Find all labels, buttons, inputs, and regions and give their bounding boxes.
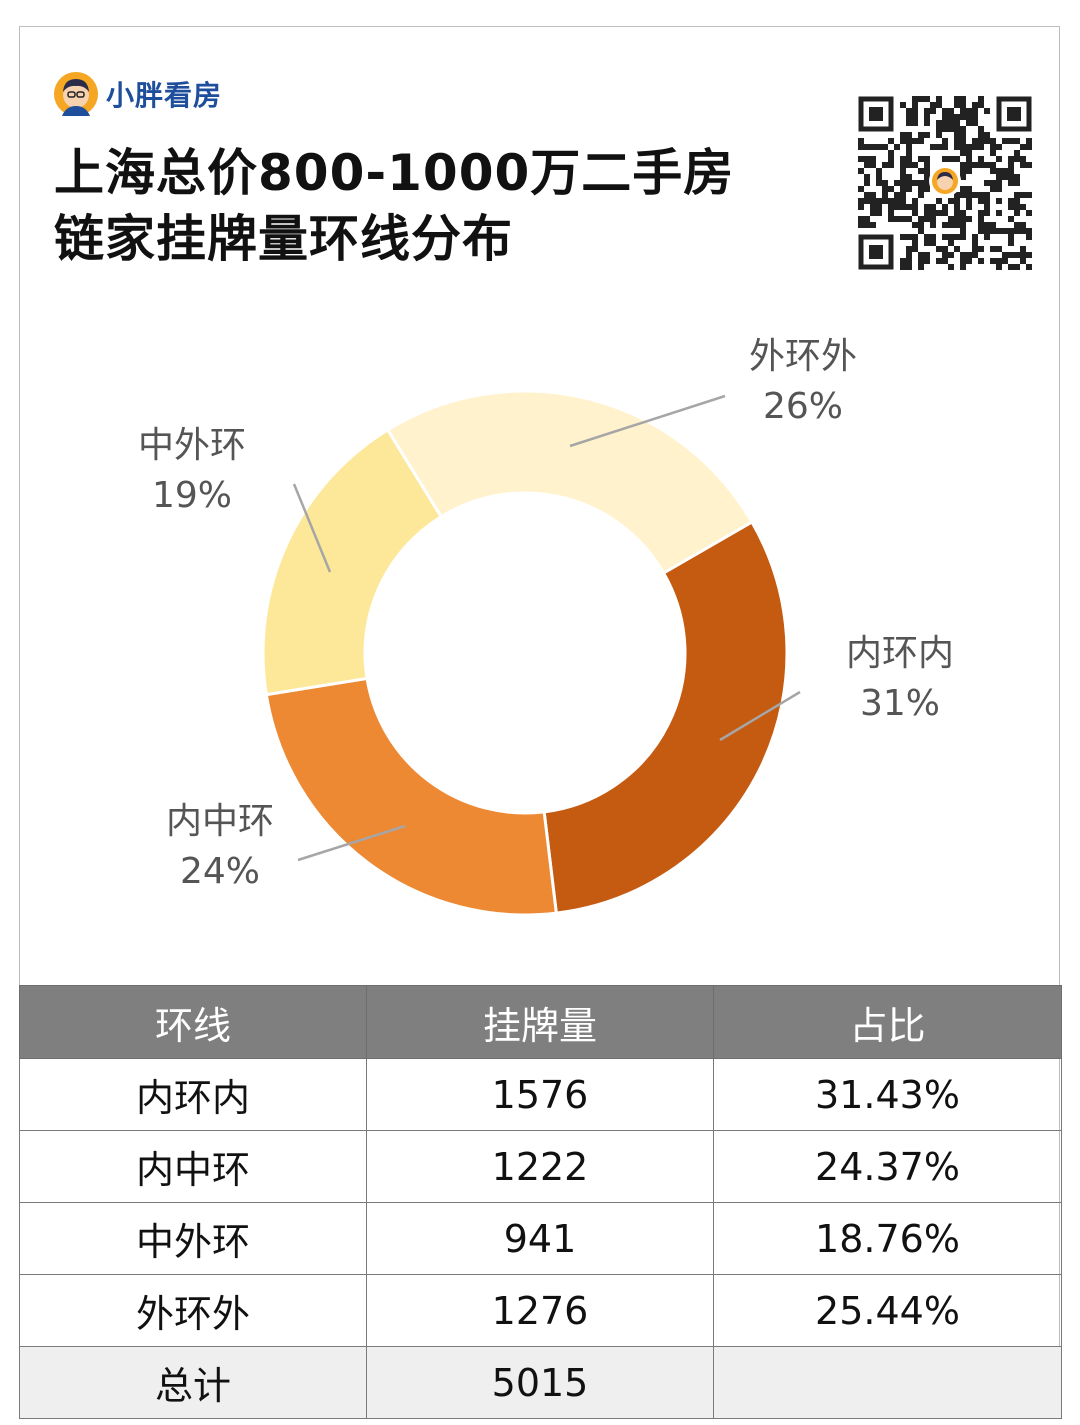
brand-name: 小胖看房 (106, 79, 223, 112)
leader-line (292, 483, 332, 573)
cell-listings: 1222 (366, 1130, 714, 1203)
qr-code-icon (858, 96, 1032, 270)
cell-share: 25.44% (713, 1274, 1062, 1347)
slice-percent-label: 26% (763, 386, 843, 427)
cell-listings: 1576 (366, 1058, 714, 1131)
header-listings: 挂牌量 (366, 985, 714, 1059)
table-row: 中外环 941 18.76% (19, 1202, 1062, 1275)
slice-name-label: 内中环 (166, 801, 274, 842)
table-row: 外环外 1276 25.44% (19, 1274, 1062, 1347)
cell-share: 31.43% (713, 1058, 1062, 1131)
table-row: 内中环 1222 24.37% (19, 1130, 1062, 1203)
cell-ring: 外环外 (19, 1274, 367, 1347)
cell-ring: 内中环 (19, 1130, 367, 1203)
cell-ring: 中外环 (19, 1202, 367, 1275)
donut-slice (261, 427, 444, 697)
header-ring: 环线 (19, 985, 367, 1059)
total-share (713, 1346, 1062, 1419)
leader-line (719, 690, 801, 742)
cell-share: 24.37% (713, 1130, 1062, 1203)
total-listings: 5015 (366, 1346, 714, 1419)
leader-line (297, 824, 406, 862)
cell-listings: 1276 (366, 1274, 714, 1347)
slice-percent-label: 19% (152, 475, 232, 516)
slice-percent-label: 24% (180, 851, 260, 892)
brand-logo: 小胖看房 (54, 72, 222, 116)
data-table: 环线 挂牌量 占比 内环内 1576 31.43% 内中环 1222 24.37… (19, 985, 1062, 1419)
slice-percent-label: 31% (860, 683, 940, 724)
donut-chart: 内环内 31% 内中环 24% 中外环 19% 外环外 26% (138, 336, 954, 917)
table-row: 内环内 1576 31.43% (19, 1058, 1062, 1131)
leader-line (569, 394, 726, 448)
total-label: 总计 (19, 1346, 367, 1419)
table-header-row: 环线 挂牌量 占比 (19, 985, 1062, 1059)
table-total-row: 总计 5015 (19, 1346, 1062, 1419)
slice-name-label: 内环内 (846, 633, 954, 674)
donut-slice (542, 519, 789, 915)
slice-name-label: 中外环 (138, 425, 246, 466)
avatar-icon (54, 72, 98, 116)
donut-slice (264, 676, 558, 917)
cell-listings: 941 (366, 1202, 714, 1275)
title-line-1: 上海总价800-1000万二手房 (54, 144, 735, 202)
donut-slice (385, 389, 754, 576)
page-title: 上海总价800-1000万二手房 链家挂牌量环线分布 (54, 140, 734, 272)
cell-share: 18.76% (713, 1202, 1062, 1275)
slice-name-label: 外环外 (749, 336, 857, 377)
cell-ring: 内环内 (19, 1058, 367, 1131)
title-line-2: 链家挂牌量环线分布 (54, 210, 513, 268)
header-share: 占比 (713, 985, 1062, 1059)
